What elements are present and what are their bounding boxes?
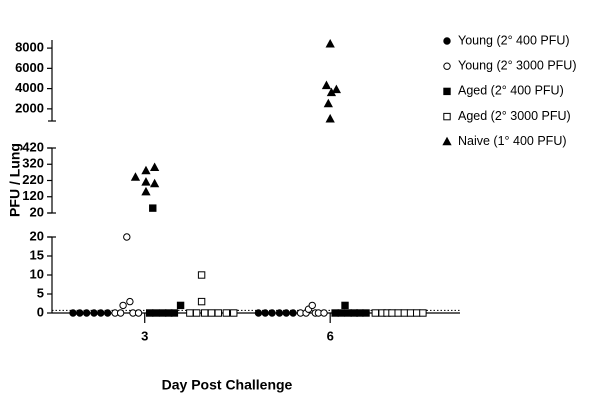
point [145, 309, 154, 317]
point [261, 309, 269, 317]
x-tick-label: 3 [141, 328, 148, 343]
point [119, 301, 127, 310]
legend-label: Naive (1° 400 PFU) [458, 134, 567, 148]
point [214, 309, 222, 317]
point [289, 309, 297, 317]
point [323, 98, 333, 108]
point [186, 309, 194, 317]
y-tick-label: 120 [22, 188, 44, 203]
point [69, 309, 77, 317]
y-tick-label: 5 [37, 285, 44, 300]
point [141, 165, 151, 175]
point [134, 309, 143, 317]
point [82, 309, 91, 317]
point [152, 309, 160, 317]
legend-marker [443, 87, 451, 96]
y-tick-label: 0 [37, 304, 44, 319]
y-tick-label: 6000 [15, 60, 44, 75]
point [230, 309, 238, 317]
legend-marker [443, 112, 451, 121]
y-tick-label: 420 [22, 139, 44, 154]
legend-label: Young (2° 400 PFU) [458, 33, 570, 47]
point [130, 172, 141, 181]
point [325, 113, 335, 123]
y-tick-label: 8000 [15, 40, 44, 55]
point [275, 309, 284, 317]
point [308, 301, 316, 310]
x-axis-label: Day Post Challenge [162, 377, 293, 393]
point [197, 271, 206, 279]
point [268, 309, 276, 317]
legend-marker [442, 136, 452, 146]
point [149, 162, 160, 171]
y-tick-label: 20 [30, 228, 44, 243]
point [76, 309, 84, 317]
point [197, 297, 206, 306]
y-tick-label: 2000 [15, 100, 44, 115]
point [419, 309, 427, 317]
point [123, 233, 131, 241]
point [362, 309, 370, 317]
point [141, 186, 151, 196]
legend-marker [443, 37, 451, 45]
y-tick-label: 10 [30, 266, 44, 281]
legend-marker [443, 62, 451, 70]
y-axis-label: PFU / Lung [7, 143, 23, 217]
point [254, 309, 263, 317]
legend-label: Aged (2° 3000 PFU) [458, 109, 571, 123]
point [400, 309, 409, 317]
point [200, 309, 209, 317]
point [207, 309, 216, 317]
point [371, 309, 380, 317]
point [158, 309, 167, 317]
y-tick-label: 20 [30, 204, 44, 219]
point [331, 309, 339, 317]
point [170, 309, 179, 317]
point [320, 309, 328, 317]
point [103, 309, 112, 317]
point [149, 178, 160, 188]
point [176, 301, 185, 310]
y-tick-label: 15 [30, 247, 44, 262]
point [406, 309, 415, 317]
point [337, 309, 346, 317]
point [149, 204, 157, 212]
point [326, 87, 337, 97]
point [394, 309, 402, 317]
legend-label: Aged (2° 400 PFU) [458, 84, 564, 98]
point [222, 309, 231, 317]
point [356, 309, 364, 317]
point [192, 309, 201, 317]
point [282, 309, 290, 317]
point [325, 39, 335, 48]
point [116, 309, 125, 317]
point [413, 309, 421, 317]
point [126, 297, 134, 306]
point [97, 309, 105, 317]
point [388, 309, 396, 317]
x-tick-label: 6 [327, 328, 334, 343]
y-tick-label: 4000 [15, 80, 44, 95]
point [331, 84, 342, 94]
point [341, 301, 349, 310]
y-tick-label: 220 [22, 172, 44, 187]
point [321, 80, 332, 90]
legend-label: Young (2° 3000 PFU) [458, 58, 577, 72]
point [141, 177, 151, 186]
point [90, 309, 98, 317]
y-tick-label: 320 [22, 156, 44, 171]
point [344, 309, 352, 317]
